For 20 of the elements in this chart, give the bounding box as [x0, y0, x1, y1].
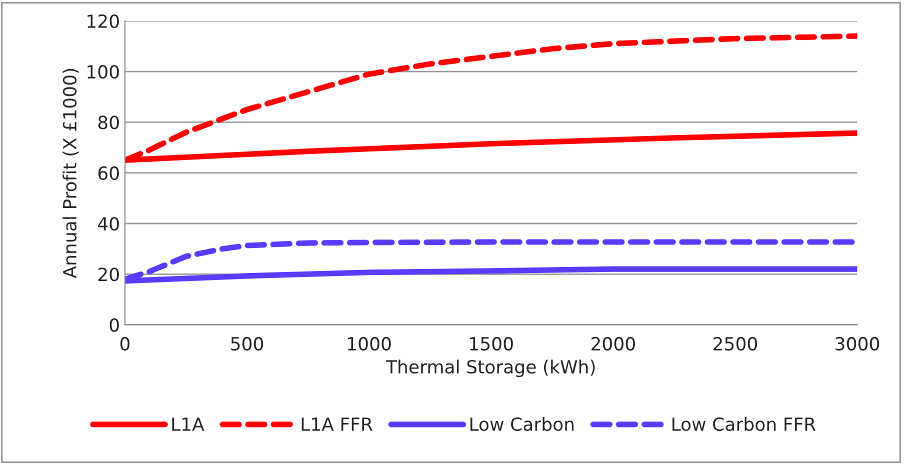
x-tick-label: 1000	[348, 336, 391, 351]
x-axis-title: Thermal Storage (kWh)	[386, 360, 595, 378]
y-axis-title: Annual Profit (X £1000)	[62, 68, 79, 278]
y-tick-label: 20	[98, 268, 119, 282]
x-tick-label: 0	[120, 336, 130, 351]
x-tick-label: 3000	[836, 336, 880, 351]
legend-label: Low Carbon FFR	[672, 417, 816, 432]
y-tick-label: 60	[98, 166, 119, 180]
y-tick-label: 100	[88, 64, 119, 79]
y-tick-label: 120	[88, 14, 119, 28]
legend-label: L1A	[172, 418, 204, 431]
x-tick-label: 2500	[714, 336, 757, 351]
legend-label: Low Carbon	[470, 417, 574, 432]
y-tick-label: 40	[98, 216, 119, 231]
x-tick-label: 1500	[470, 336, 513, 351]
x-tick-label: 500	[231, 336, 264, 351]
y-tick-label: 0	[110, 318, 119, 332]
legend-label: L1A FFR	[302, 418, 373, 431]
x-tick-label: 2000	[592, 336, 635, 351]
y-tick-label: 80	[98, 116, 119, 130]
